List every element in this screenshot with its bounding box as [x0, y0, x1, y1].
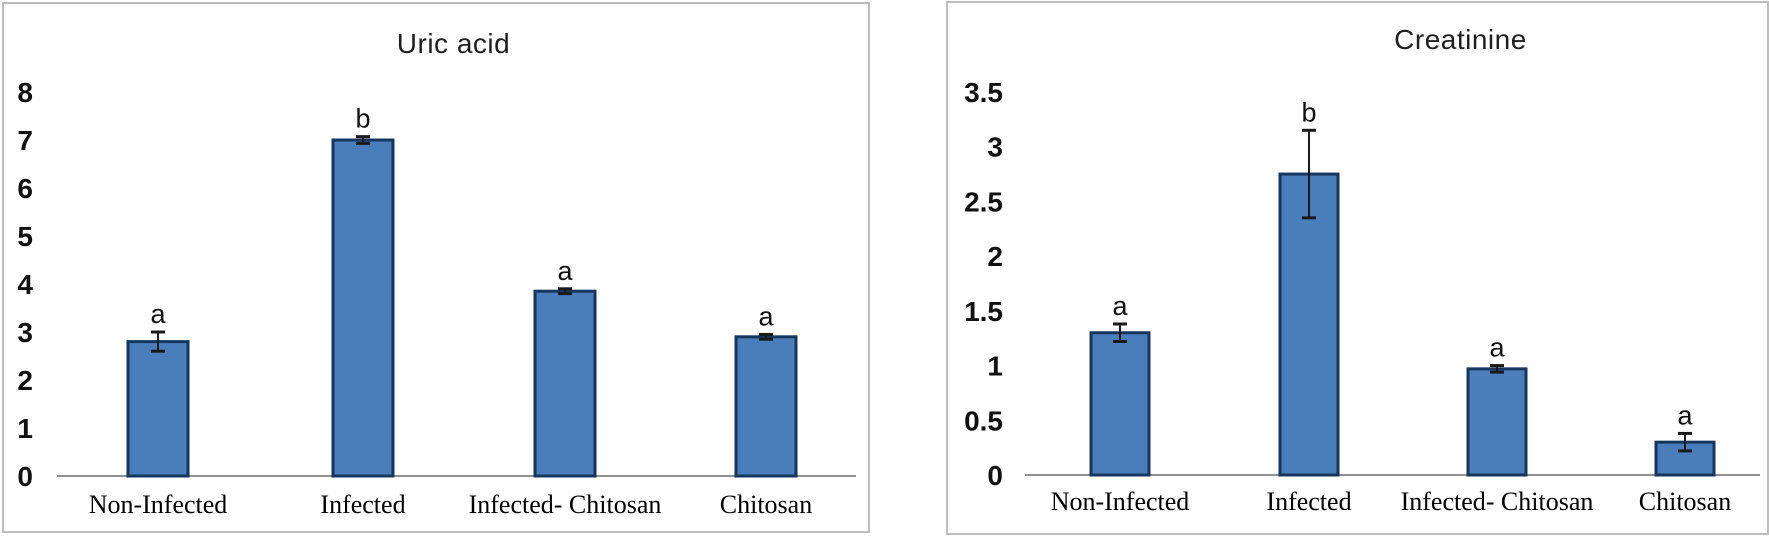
creatinine-bar-chart: 0 0.5 1 1.5 2 2.5 3 3.5 a Non-Infected b Infected a I… — [964, 77, 1760, 516]
x-category-label: Non-Infected — [89, 490, 228, 519]
y-tick-label: 6 — [17, 173, 33, 204]
x-category-label: Infected- Chitosan — [469, 490, 662, 519]
chart-title: Uric acid — [396, 28, 511, 59]
y-tick-label: 2.5 — [964, 186, 1003, 217]
bar-non-infected — [1089, 331, 1151, 477]
x-category-label: Infected- Chitosan — [1401, 487, 1594, 516]
x-category-label: Infected — [1266, 487, 1351, 516]
bar-infected-chitosan — [1466, 367, 1528, 477]
chart-title: Creatinine — [1394, 24, 1527, 55]
x-category-label: Non-Infected — [1051, 487, 1190, 516]
y-tick-label: 7 — [17, 125, 33, 156]
significance-label: a — [1112, 291, 1128, 321]
significance-label: b — [1301, 97, 1316, 127]
bar-infected — [1278, 172, 1340, 477]
x-category-label: Chitosan — [1639, 487, 1731, 516]
significance-label: a — [758, 301, 774, 331]
x-category-label: Chitosan — [720, 490, 812, 519]
y-tick-label: 0.5 — [964, 405, 1003, 436]
creatinine-chart-panel: Creatinine 0 0.5 1 1.5 2 2.5 3 3.5 a Non-Infected… — [946, 1, 1769, 535]
bar-chitosan — [734, 335, 798, 478]
significance-label: a — [150, 299, 166, 329]
bar-infected — [331, 138, 395, 478]
y-tick-label: 2 — [987, 241, 1003, 272]
y-tick-label: 1 — [17, 413, 33, 444]
significance-label: b — [355, 104, 370, 134]
y-tick-label: 1 — [987, 351, 1003, 382]
x-category-label: Infected — [320, 490, 405, 519]
uric-acid-bar-chart: 0 1 2 3 4 5 6 7 8 a Non-Infected b Infected a Infected… — [17, 77, 856, 519]
y-tick-label: 5 — [17, 221, 33, 252]
y-tick-label: 0 — [17, 461, 33, 492]
y-tick-label: 1.5 — [964, 296, 1003, 327]
y-tick-label: 3 — [987, 132, 1003, 163]
uric-acid-chart-panel: Uric acid 0 1 2 3 4 5 6 7 8 a Non-Infected b Infecte… — [2, 2, 870, 533]
bar-non-infected — [126, 340, 190, 478]
y-tick-label: 8 — [17, 77, 33, 108]
y-tick-label: 3 — [17, 317, 33, 348]
y-tick-label: 4 — [17, 269, 33, 300]
significance-label: a — [1677, 400, 1693, 430]
y-tick-label: 3.5 — [964, 77, 1003, 108]
bar-infected-chitosan — [533, 289, 597, 478]
significance-label: a — [1489, 333, 1505, 363]
significance-label: a — [557, 256, 573, 286]
y-tick-label: 2 — [17, 365, 33, 396]
y-tick-label: 0 — [987, 460, 1003, 491]
